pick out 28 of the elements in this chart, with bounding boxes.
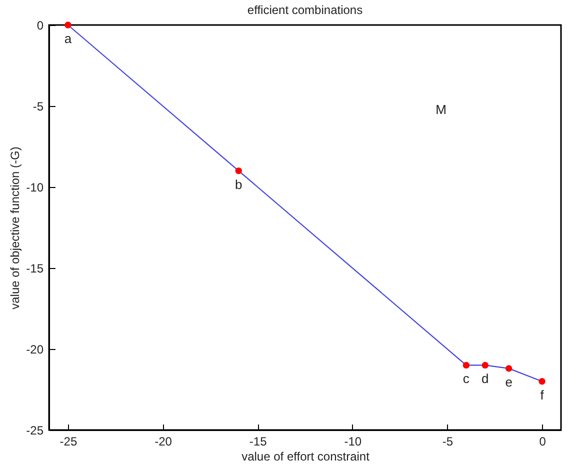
x-tick-label: -10: [344, 434, 362, 448]
annotation: c: [462, 371, 470, 386]
annotation: a: [64, 31, 72, 46]
x-tick-label: -25: [60, 434, 78, 448]
point: [235, 167, 242, 174]
point: [462, 362, 470, 369]
x-tick-label: -20: [154, 434, 172, 448]
y-tick-label: -25: [26, 424, 44, 438]
x-axis-title: value of effort constraint: [242, 450, 370, 464]
x-tick-label: 0: [539, 434, 546, 448]
annotation: M: [436, 102, 446, 117]
point: [538, 378, 546, 385]
annotation: f: [540, 387, 544, 402]
point: [64, 22, 72, 28]
y-tick-label: -15: [26, 262, 44, 276]
x-tick-label: -5: [442, 434, 454, 448]
annotation: b: [235, 176, 242, 192]
x-tick-label: -15: [249, 434, 268, 448]
point: [482, 362, 488, 369]
chart-title: efficient combinations: [247, 3, 363, 17]
y-tick-label: 0: [36, 18, 44, 32]
y-tick-label: -5: [32, 100, 44, 114]
point: [506, 365, 512, 372]
y-axis-title: value of objective function (-G): [8, 146, 22, 310]
y-tick-label: -10: [26, 180, 44, 194]
y-tick-label: -20: [26, 342, 44, 356]
annotation: e: [505, 374, 512, 390]
annotation: d: [482, 371, 489, 386]
